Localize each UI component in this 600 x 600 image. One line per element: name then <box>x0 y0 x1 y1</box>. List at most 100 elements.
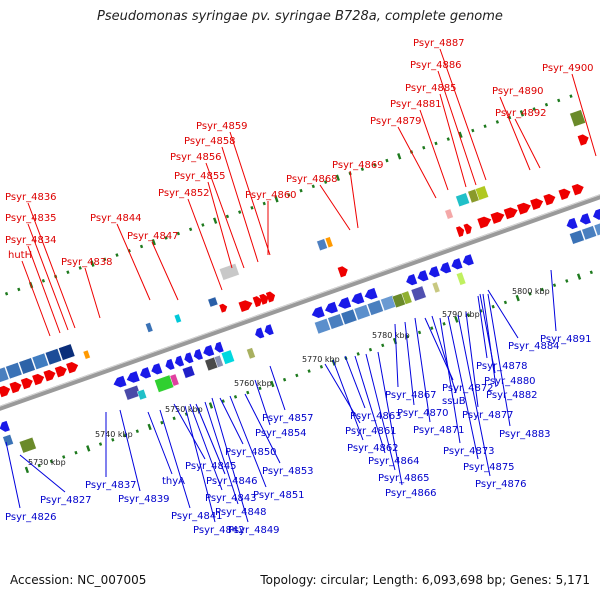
reverse-gene-shape <box>338 297 352 309</box>
reverse-operon-block <box>327 313 345 330</box>
forward-gene-label-leader <box>437 70 477 186</box>
reverse-gene <box>126 371 140 383</box>
reverse-gene-label: Psyr_4873 <box>443 446 495 457</box>
forward-gene-label: Psyr_4858 <box>184 136 236 147</box>
reverse-gene-shape <box>255 327 265 339</box>
lower-tick-mark <box>37 463 41 468</box>
forward-gene-label-leader <box>319 184 351 231</box>
reverse-operon-block-shape <box>340 308 358 325</box>
reverse-gene-label-leader <box>219 397 244 445</box>
reverse-gene-shape <box>174 355 185 367</box>
reverse-gene-shape <box>417 270 429 282</box>
reverse-gene-block <box>169 373 180 387</box>
forward-gene-shape <box>577 134 589 146</box>
reverse-gene-label-leader <box>482 293 497 388</box>
reverse-operon-block-shape <box>353 304 371 321</box>
forward-gene <box>503 207 518 220</box>
forward-gene <box>543 193 556 206</box>
reverse-gene-shape <box>351 292 365 305</box>
lower-tick-mark <box>528 291 532 296</box>
reverse-gene-block <box>456 271 467 286</box>
forward-gene-block <box>145 322 154 333</box>
forward-gene <box>43 369 56 382</box>
upper-tick-mark <box>238 210 242 214</box>
reverse-gene-shape <box>151 363 163 375</box>
forward-operon-block-shape <box>44 348 63 366</box>
forward-gene-block <box>455 192 470 208</box>
kbp-label: 5800 kbp <box>512 287 550 296</box>
forward-gene-shape <box>516 202 531 215</box>
reverse-gene-shape <box>428 266 440 278</box>
forward-gene-label: Psyr_4881 <box>390 99 442 110</box>
reverse-gene-label-leader <box>324 363 361 424</box>
reverse-gene-shape <box>451 258 463 270</box>
reverse-gene <box>364 287 378 300</box>
lower-tick-mark <box>270 380 275 388</box>
forward-gene-label: hutH <box>8 250 32 261</box>
forward-gene-block-shape <box>173 313 182 324</box>
reverse-gene-block <box>136 388 148 401</box>
forward-gene-shape <box>543 193 556 206</box>
reverse-gene <box>406 274 418 286</box>
forward-gene <box>259 293 269 305</box>
lower-tick-mark <box>540 287 544 292</box>
map-title: Pseudomonas syringae pv. syringae B728a,… <box>97 9 503 24</box>
forward-gene-block <box>444 208 454 220</box>
reverse-gene-block-shape <box>220 349 235 365</box>
reverse-gene-label: Psyr_4871 <box>413 425 465 436</box>
reverse-gene-label: Psyr_4876 <box>475 479 527 490</box>
upper-tick-mark <box>446 137 450 141</box>
reverse-operon-block <box>569 229 585 245</box>
reverse-gene-label-leader <box>414 317 431 423</box>
upper-tick-mark <box>250 206 254 210</box>
reverse-gene <box>139 367 152 379</box>
forward-gene-label-leader <box>207 181 233 269</box>
forward-operon-block <box>58 343 76 361</box>
reverse-gene-label-leader <box>344 355 366 409</box>
forward-gene-shape <box>32 373 45 386</box>
forward-gene <box>265 291 276 303</box>
upper-tick-mark <box>385 158 389 163</box>
forward-gene-label: Psyr_4879 <box>370 116 422 127</box>
forward-gene <box>238 300 253 313</box>
reverse-gene-label-leader <box>254 379 271 426</box>
reverse-gene-label: Psyr_4853 <box>262 466 314 477</box>
reverse-gene-label: Psyr_4891 <box>540 334 592 345</box>
accession-label: Accession: NC_007005 <box>10 573 147 587</box>
forward-operon-block-shape <box>5 362 23 380</box>
reverse-gene-block-shape <box>213 354 224 368</box>
forward-gene-label-leader <box>397 126 437 199</box>
lower-tick-mark <box>98 442 103 446</box>
reverse-gene <box>428 266 440 278</box>
reverse-gene-label-leader <box>404 321 415 406</box>
reverse-gene-shape <box>579 213 591 225</box>
reverse-gene <box>151 363 163 375</box>
reverse-gene-label: Psyr_4841 <box>171 511 223 522</box>
reverse-gene-label-leader <box>465 311 479 408</box>
forward-gene-shape <box>9 381 22 394</box>
reverse-gene-label: Psyr_4849 <box>228 525 280 536</box>
upper-tick-mark <box>544 102 549 107</box>
upper-tick-mark <box>532 107 536 111</box>
reverse-gene-label-leader <box>439 317 461 444</box>
reverse-gene <box>165 358 175 370</box>
forward-gene-shape <box>558 188 571 201</box>
forward-gene-block <box>475 185 489 201</box>
reverse-gene <box>351 292 365 305</box>
reverse-gene-label: Psyr_4848 <box>215 507 267 518</box>
reverse-gene-shape <box>324 301 338 314</box>
forward-gene-label-leader <box>27 202 76 329</box>
lower-tick-mark <box>49 459 54 464</box>
reverse-gene-shape <box>311 306 325 319</box>
reverse-gene-label: Psyr_4877 <box>462 410 514 421</box>
upper-tick-mark <box>373 163 377 167</box>
forward-gene-label-leader <box>349 170 359 229</box>
forward-gene-label-leader <box>419 109 449 191</box>
forward-gene-shape <box>503 207 518 220</box>
upper-tick-mark <box>311 184 315 189</box>
upper-tick-mark <box>225 214 230 219</box>
forward-gene-shape <box>219 303 228 313</box>
lower-tick-mark <box>24 466 30 474</box>
reverse-gene-shape <box>264 324 274 336</box>
